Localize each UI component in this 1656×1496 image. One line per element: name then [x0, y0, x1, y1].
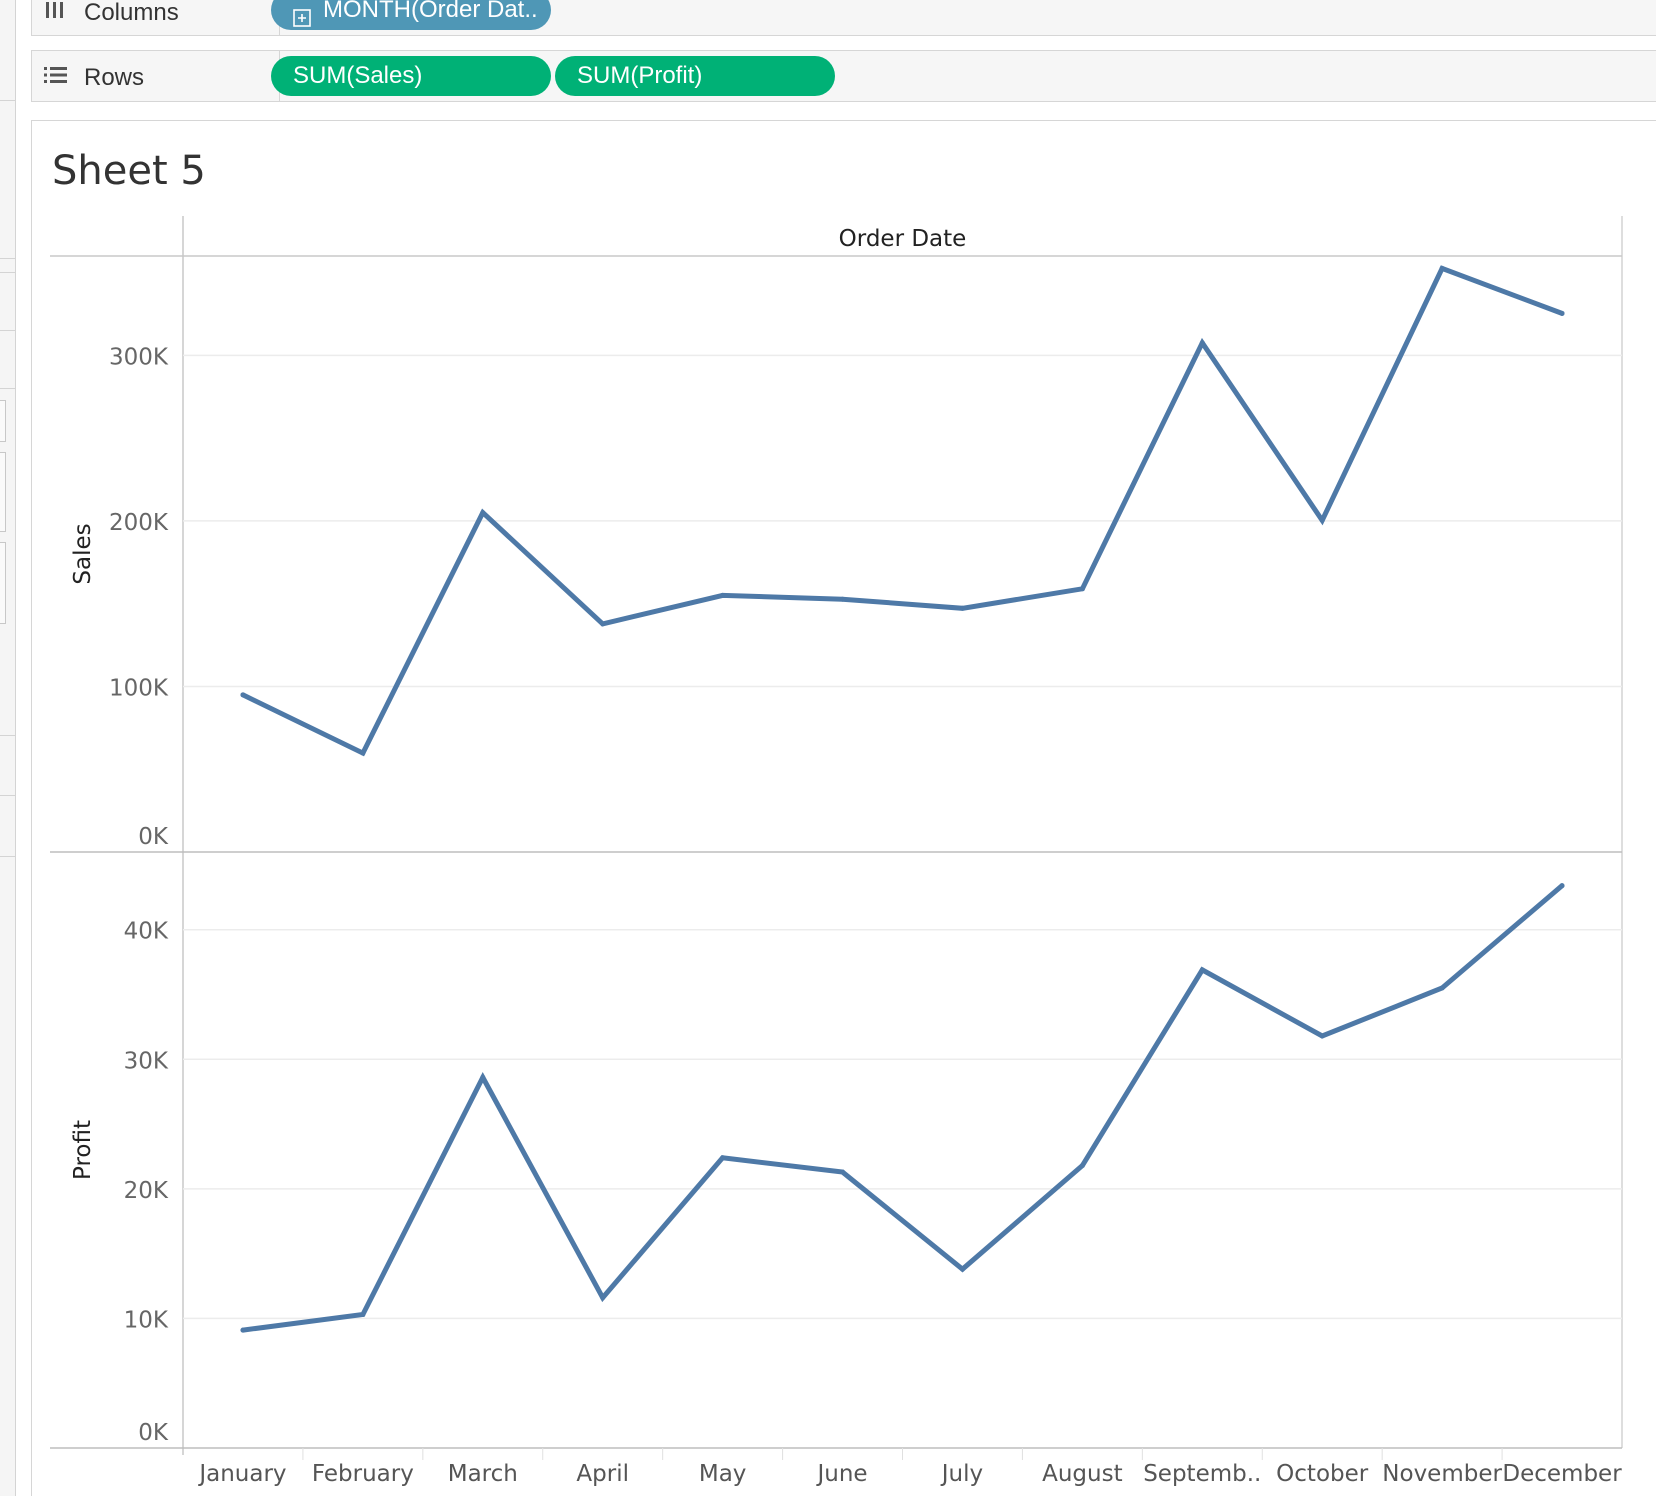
pill-text: SUM(Sales) — [293, 62, 423, 89]
y-axis-label-profit: Profit — [70, 1120, 96, 1180]
pill-sum-profit[interactable]: SUM(Profit) — [555, 56, 835, 96]
x-tick-label: November — [1382, 1461, 1502, 1487]
side-panel-edge — [0, 0, 16, 1496]
x-tick-label: Septemb.. — [1143, 1461, 1261, 1487]
y-tick-label: 300K — [109, 344, 169, 370]
data-point-profit — [600, 1295, 606, 1301]
data-point-sales — [360, 750, 366, 756]
x-tick-label: May — [699, 1461, 747, 1487]
data-point-profit — [1439, 985, 1445, 991]
data-point-profit — [480, 1074, 486, 1080]
rows-icon — [44, 65, 68, 90]
x-tick-label: October — [1276, 1461, 1369, 1487]
x-tick-label: August — [1042, 1461, 1123, 1487]
columns-label: Columns — [84, 0, 179, 26]
x-tick-label: June — [815, 1461, 867, 1487]
y-tick-label: 30K — [124, 1048, 169, 1074]
data-point-sales — [1559, 310, 1565, 316]
pill-text: SUM(Profit) — [577, 62, 703, 89]
data-point-profit — [1319, 1033, 1325, 1039]
y-tick-label: 20K — [124, 1178, 169, 1204]
x-tick-label: April — [576, 1461, 629, 1487]
y-tick-label: 0K — [138, 824, 169, 850]
data-point-sales — [1319, 517, 1325, 523]
data-point-profit — [720, 1155, 726, 1161]
pill-month-order-date[interactable]: MONTH(Order Dat.. — [271, 0, 551, 30]
pill-text: MONTH(Order Dat.. — [323, 0, 538, 23]
sheet-title: Sheet 5 — [52, 148, 206, 194]
series-line-profit — [240, 883, 1565, 1333]
y-tick-label: 100K — [109, 675, 169, 701]
data-point-profit — [1199, 967, 1205, 973]
x-tick-label: January — [197, 1461, 286, 1487]
data-point-sales — [600, 621, 606, 627]
data-point-sales — [720, 592, 726, 598]
plus-box-icon[interactable] — [293, 0, 311, 30]
rows-label: Rows — [84, 64, 145, 91]
data-point-profit — [1559, 883, 1565, 889]
data-point-profit — [240, 1327, 246, 1333]
data-point-sales — [840, 596, 846, 602]
x-tick-label: March — [448, 1461, 518, 1487]
data-point-profit — [360, 1312, 366, 1318]
data-point-sales — [240, 692, 246, 698]
x-tick-label: February — [312, 1461, 414, 1487]
x-tick-label: July — [940, 1461, 983, 1487]
y-tick-label: 0K — [138, 1420, 169, 1446]
y-tick-label: 200K — [109, 510, 169, 536]
pill-sum-sales[interactable]: SUM(Sales) — [271, 56, 551, 96]
data-point-sales — [959, 605, 965, 611]
series-line-sales — [240, 265, 1565, 757]
y-axis-label-sales: Sales — [70, 523, 96, 584]
data-point-sales — [1079, 586, 1085, 592]
x-tick-label: December — [1502, 1461, 1622, 1487]
data-point-profit — [959, 1266, 965, 1272]
columns-icon — [44, 0, 66, 26]
y-tick-label: 10K — [124, 1307, 169, 1333]
view-area — [31, 120, 1656, 1496]
data-point-sales — [480, 510, 486, 516]
data-point-profit — [840, 1169, 846, 1175]
y-tick-label: 40K — [124, 919, 169, 945]
data-point-profit — [1079, 1163, 1085, 1169]
data-point-sales — [1199, 340, 1205, 346]
data-point-sales — [1439, 265, 1445, 271]
header-order-date: Order Date — [839, 226, 967, 252]
